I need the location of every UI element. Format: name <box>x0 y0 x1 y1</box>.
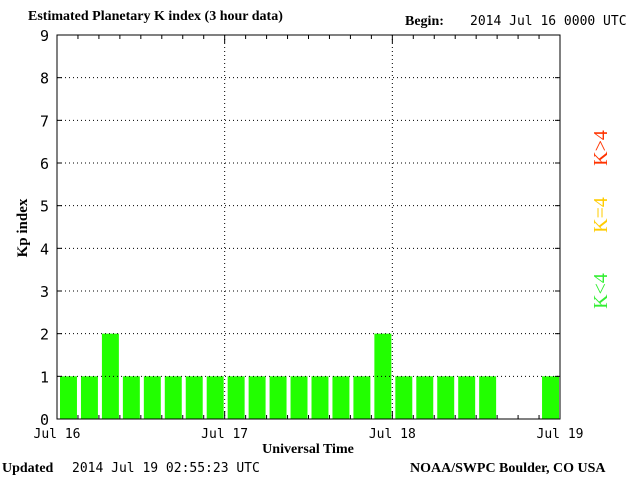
x-tick-label: Jul 18 <box>369 427 416 442</box>
y-tick-label: 1 <box>40 368 49 386</box>
y-tick-label: 4 <box>40 240 49 258</box>
kp-bar <box>248 376 266 419</box>
y-axis-label: Kp index <box>15 198 31 257</box>
kp-bar <box>353 376 371 419</box>
kp-bar <box>416 376 434 419</box>
kp-bar <box>395 376 413 419</box>
plot-frame <box>56 34 561 420</box>
kp-bar <box>542 376 559 419</box>
y-tick-label: 9 <box>40 27 49 45</box>
legend-k-less-4: K<4 <box>590 273 612 309</box>
x-tick-labels: Jul 16 Jul 17 Jul 18 Jul 19 <box>34 427 584 442</box>
kp-bar <box>437 376 455 419</box>
kp-bar <box>206 376 224 419</box>
x-axis-label: Universal Time <box>262 442 354 457</box>
kp-bar <box>185 376 203 419</box>
begin-value: 2014 Jul 16 0000 UTC <box>470 14 627 29</box>
y-tick-label: 2 <box>40 326 49 344</box>
x-tick-label: Jul 17 <box>201 427 248 442</box>
source-credit: NOAA/SWPC Boulder, CO USA <box>410 461 606 476</box>
legend-k-greater-4: K>4 <box>590 130 612 166</box>
chart-title: Estimated Planetary K index (3 hour data… <box>28 9 283 24</box>
y-tick-label: 8 <box>40 70 49 88</box>
x-tick-label: Jul 16 <box>34 427 81 442</box>
bars-group <box>60 333 559 419</box>
updated-value: 2014 Jul 19 02:55:23 UTC <box>72 461 260 476</box>
kp-bar <box>311 376 329 419</box>
kp-bar <box>60 376 77 419</box>
kp-bar <box>227 376 245 419</box>
y-tick-labels: 0 1 2 3 4 5 6 7 8 9 <box>40 27 49 429</box>
axes-group <box>56 34 561 420</box>
kp-bar <box>80 376 98 419</box>
begin-label: Begin: <box>405 14 444 29</box>
kp-bar <box>290 376 308 419</box>
kp-bar <box>458 376 476 419</box>
y-tick-label: 0 <box>40 411 49 429</box>
y-tick-label: 7 <box>40 112 49 130</box>
kp-bar <box>479 376 497 419</box>
y-tick-label: 3 <box>40 283 49 301</box>
updated-label: Updated <box>2 461 54 476</box>
x-tick-label: Jul 19 <box>537 427 584 442</box>
y-tick-label: 6 <box>40 155 49 173</box>
kp-bar <box>143 376 161 419</box>
kp-bar <box>122 376 140 419</box>
kp-bar <box>332 376 350 419</box>
kp-bar <box>101 333 119 419</box>
y-tick-label: 5 <box>40 198 49 216</box>
legend-k-equal-4: K=4 <box>590 197 612 233</box>
kp-bar <box>164 376 182 419</box>
kp-bar <box>269 376 287 419</box>
grid-lines <box>57 35 560 419</box>
kp-bar <box>374 333 392 419</box>
